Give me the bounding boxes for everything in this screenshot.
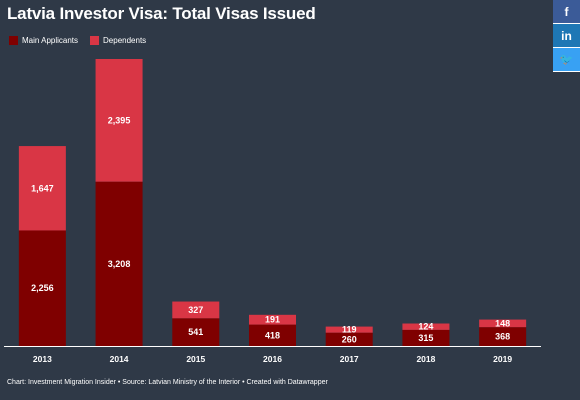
data-label: 148 — [495, 318, 510, 328]
x-tick-label: 2017 — [340, 354, 359, 364]
bar-main-applicants — [172, 318, 220, 346]
bar-dependents — [402, 323, 450, 330]
data-label: 3,208 — [108, 259, 131, 269]
bar-main-applicants — [95, 181, 143, 346]
bar-dependents — [172, 301, 220, 319]
x-tick-label: 2015 — [186, 354, 205, 364]
x-tick-label: 2016 — [263, 354, 282, 364]
linkedin-share-button[interactable]: in — [553, 24, 580, 48]
bar-main-applicants — [479, 327, 527, 346]
data-label: 124 — [418, 322, 433, 332]
bar-dependents — [18, 146, 66, 231]
data-label: 1,647 — [31, 183, 54, 193]
x-tick-label: 2013 — [33, 354, 52, 364]
data-label: 541 — [188, 327, 203, 337]
legend-label-dependents: Dependents — [103, 36, 147, 45]
share-bar: f in 🐦 — [553, 0, 580, 72]
data-label: 191 — [265, 315, 280, 325]
bar-main-applicants — [402, 329, 450, 346]
data-label: 327 — [188, 305, 203, 315]
facebook-share-button[interactable]: f — [553, 0, 580, 24]
data-label: 315 — [418, 333, 433, 343]
facebook-icon: f — [564, 4, 569, 19]
chart-footer: Chart: Investment Migration Insider • So… — [7, 379, 328, 386]
x-tick-label: 2014 — [110, 354, 129, 364]
legend-swatch-main-applicants — [9, 36, 18, 45]
linkedin-icon: in — [561, 28, 572, 43]
twitter-share-button[interactable]: 🐦 — [553, 48, 580, 72]
bar-dependents — [325, 326, 373, 333]
chart-title: Latvia Investor Visa: Total Visas Issued — [7, 4, 316, 23]
data-label: 368 — [495, 332, 510, 342]
data-label: 418 — [265, 330, 280, 340]
bar-main-applicants — [18, 230, 66, 346]
data-label: 119 — [342, 325, 357, 335]
bar-dependents — [95, 59, 143, 182]
legend-item-main-applicants: Main Applicants — [9, 36, 78, 45]
bar-main-applicants — [249, 324, 296, 346]
data-label: 2,395 — [108, 115, 131, 125]
legend-label-main-applicants: Main Applicants — [22, 36, 79, 45]
legend-swatch-dependents — [90, 36, 100, 45]
x-tick-label: 2019 — [493, 354, 512, 364]
bar-dependents — [249, 314, 296, 325]
chart-legend: Main Applicants Dependents — [9, 36, 158, 45]
legend-item-dependents: Dependents — [90, 36, 146, 45]
bar-dependents — [479, 319, 527, 328]
bar-main-applicants — [325, 332, 373, 346]
twitter-icon: 🐦 — [559, 54, 574, 66]
data-label: 2,256 — [31, 283, 54, 293]
data-label: 260 — [342, 334, 357, 344]
x-tick-label: 2018 — [416, 354, 435, 364]
